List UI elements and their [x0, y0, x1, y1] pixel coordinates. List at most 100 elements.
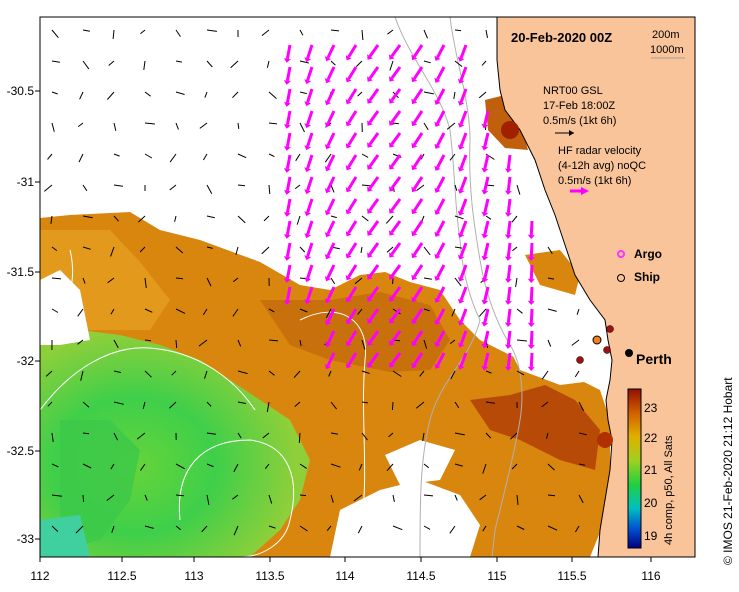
gsl-velocity-arrows [43, 29, 587, 536]
radar-arrow-head [367, 120, 373, 126]
gsl-arrow [202, 153, 208, 161]
gsl-arrow [481, 60, 487, 66]
gsl-arrow [142, 401, 146, 409]
radar-arrow-head [481, 321, 489, 327]
colorbar: 19 20 21 22 23 4h comp, p50, All Sats [627, 388, 675, 549]
gsl-arrow [237, 184, 246, 187]
radar-arrow-head [283, 234, 291, 239]
gsl-arrow [79, 91, 84, 100]
colorbar-gradient [627, 388, 642, 549]
gsl-arrow [110, 308, 115, 315]
radar-arrow [506, 308, 512, 324]
radar-arrow-head [324, 342, 332, 348]
gsl-arrow [144, 122, 155, 125]
gsl-arrow [206, 215, 215, 219]
gsl-arrow [516, 184, 521, 195]
gsl-arrow [144, 153, 153, 159]
radar-legend-scale: 0.5m/s (1kt 6h) [558, 175, 631, 187]
gsl-arrow [175, 308, 186, 314]
radar-arrow-head [457, 232, 465, 238]
gsl-arrow [454, 277, 462, 287]
x-axis: 112 112.5 113 113.5 114 114.5 115 115.5 … [30, 569, 660, 583]
radar-arrow-head [367, 186, 373, 192]
radar-arrow-head [481, 145, 489, 151]
gsl-arrow [299, 60, 309, 64]
radar-arrow-head [304, 167, 311, 173]
radar-arrow-head [457, 122, 465, 128]
gsl-arrow [206, 184, 213, 195]
radar-arrow [347, 264, 358, 278]
gsl-arrow [51, 60, 60, 63]
gsl-arrow [423, 525, 431, 530]
gsl-arrow [175, 339, 178, 349]
radar-arrow [506, 352, 512, 368]
gsl-arrow [485, 432, 492, 439]
gsl-arrow [423, 29, 428, 39]
plot-frame [39, 16, 696, 558]
radar-arrow [436, 308, 446, 323]
radar-arrow [483, 264, 490, 279]
ship-label: Ship [634, 270, 660, 284]
gsl-arrow [47, 153, 53, 160]
radar-arrow-head [457, 276, 465, 282]
gsl-arrow [144, 370, 152, 378]
x-tick-label: 116 [641, 569, 660, 583]
gsl-arrow [574, 370, 580, 378]
gsl-arrow [232, 91, 239, 99]
radar-arrow [529, 242, 534, 258]
gsl-arrow [144, 308, 153, 313]
gsl-arrow [482, 525, 487, 532]
radar-arrow [368, 308, 380, 322]
radar-arrow-head [304, 57, 311, 63]
x-tick-label: 115 [487, 569, 506, 583]
gsl-arrow [330, 432, 338, 435]
radar-arrow [326, 352, 336, 367]
gsl-arrow [355, 60, 363, 67]
gsl-arrow [392, 370, 402, 377]
gsl-arrow [82, 246, 91, 250]
radar-arrow [347, 220, 358, 234]
gsl-arrow [113, 215, 119, 222]
gsl-arrow [361, 215, 369, 222]
radar-arrow-head [411, 296, 418, 303]
radar-arrow-head [283, 300, 291, 305]
gsl-arrow [294, 184, 301, 190]
radar-arrow [529, 330, 534, 346]
radar-arrow [326, 330, 336, 345]
gsl-arrow [547, 339, 552, 347]
radar-arrow [368, 154, 380, 168]
gsl-arrow [416, 184, 425, 191]
gsl-arrow [541, 401, 549, 408]
gsl-arrow [385, 215, 394, 224]
y-tick-label: -31 [17, 175, 35, 189]
gsl-arrow [237, 339, 242, 347]
radar-arrow [436, 110, 446, 125]
radar-arrow-head [457, 320, 465, 326]
gsl-arrow [204, 91, 208, 98]
radar-arrow [459, 352, 468, 367]
gsl-arrow [51, 122, 55, 132]
radar-arrow [436, 220, 446, 235]
credit-label: © IMOS 21-Feb-2020 21:12 Hobart [721, 377, 735, 565]
radar-arrow-head [389, 186, 395, 192]
gsl-arrow [232, 308, 239, 317]
gsl-arrow [423, 122, 429, 131]
gsl-legend-title: NRT00 GSL [543, 85, 603, 97]
station-marker-icon [603, 346, 611, 354]
radar-arrow-head [434, 363, 441, 369]
radar-arrow-head [434, 187, 441, 193]
colorbar-label: 4h comp, p50, All Sats [663, 435, 675, 545]
radar-arrow-head [324, 210, 332, 216]
radar-arrow-head [434, 165, 441, 171]
radar-arrow [413, 220, 424, 234]
radar-arrow-head [481, 123, 489, 129]
gsl-arrow [516, 370, 525, 376]
radar-arrow-head [345, 231, 352, 237]
radar-arrow-head [504, 322, 512, 327]
gsl-arrow [361, 153, 369, 158]
gsl-arrow [353, 494, 363, 502]
radar-arrow [390, 242, 402, 256]
radar-arrow [306, 154, 314, 169]
gsl-arrow [423, 308, 430, 312]
radar-arrow [306, 44, 314, 59]
